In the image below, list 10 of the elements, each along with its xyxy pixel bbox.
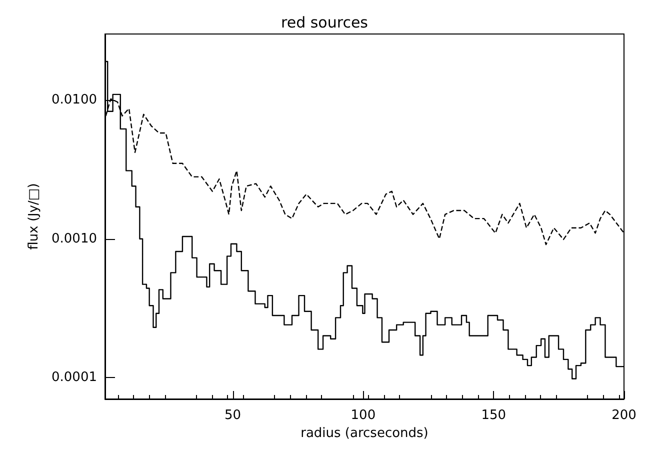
x-tick-label: 150 bbox=[481, 408, 506, 423]
x-tick-label: 50 bbox=[224, 408, 242, 423]
y-tick-label: 0.0010 bbox=[52, 231, 97, 246]
x-tick-label: 100 bbox=[350, 408, 376, 423]
x-axis-title: radius (arcseconds) bbox=[300, 426, 428, 441]
y-tick-label: 0.0001 bbox=[52, 370, 97, 386]
y-tick-label: 0.0100 bbox=[52, 92, 97, 108]
y-axis-title: flux (Jy/□) bbox=[26, 183, 42, 250]
chart-title: red sources bbox=[281, 14, 368, 32]
x-tick-label: 200 bbox=[612, 408, 636, 423]
